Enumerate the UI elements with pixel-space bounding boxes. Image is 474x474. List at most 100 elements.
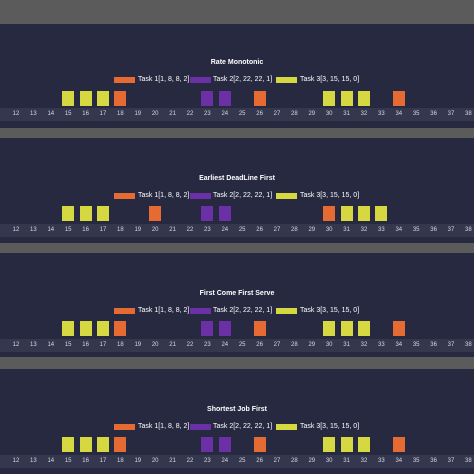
x-tick-label: 17	[99, 458, 107, 464]
x-tick-label: 25	[238, 342, 246, 348]
schedule-bar-task3	[358, 91, 370, 106]
x-tick-label: 29	[308, 111, 316, 117]
x-tick-label: 37	[447, 227, 455, 233]
x-tick-label: 36	[430, 458, 437, 464]
x-tick-label: 31	[343, 227, 350, 233]
legend-swatch-task2	[190, 424, 211, 430]
x-tick-label: 30	[325, 342, 333, 348]
legend-label-task3: Task 3[3, 15, 15, 0]	[300, 307, 360, 314]
schedule-bar-task3	[323, 321, 336, 336]
x-tick-label: 33	[378, 458, 385, 464]
x-tick-label: 21	[169, 342, 176, 348]
x-axis-band	[0, 108, 474, 121]
x-tick-label: 14	[47, 458, 55, 464]
schedule-bar-task1	[114, 91, 127, 106]
x-tick-label: 13	[30, 458, 37, 464]
legend-label-task2: Task 2[2, 22, 22, 1]	[213, 423, 273, 430]
x-tick-label: 12	[12, 458, 20, 464]
legend-swatch-task1	[114, 193, 135, 199]
schedule-bar-task3	[340, 437, 353, 452]
chart-title: Earliest DeadLine First	[199, 175, 275, 182]
legend-label-task1: Task 1[1, 8, 8, 2]	[138, 307, 190, 314]
x-tick-label: 25	[238, 227, 246, 233]
x-tick-label: 15	[64, 227, 72, 233]
x-tick-label: 38	[465, 342, 472, 348]
x-tick-label: 34	[395, 227, 403, 233]
x-tick-label: 23	[204, 227, 211, 233]
x-tick-label: 13	[30, 342, 37, 348]
rate-monotonic-panel: Rate Monotonic Task 1[1, 8, 8, 2] Task 2[…	[0, 24, 474, 128]
chart-title: First Come First Serve	[199, 290, 275, 297]
schedule-bar-task3	[79, 437, 92, 452]
x-tick-label: 21	[169, 227, 176, 233]
schedule-bar-task3	[79, 321, 92, 336]
schedule-bar-task3	[323, 91, 336, 106]
x-tick-label: 30	[325, 227, 333, 233]
schedule-bar-task1	[253, 437, 266, 452]
chart-title: Rate Monotonic	[210, 59, 264, 66]
x-tick-label: 32	[360, 342, 368, 348]
schedule-bar-task3	[358, 437, 370, 452]
x-tick-label: 14	[47, 227, 55, 233]
legend-label-task3: Task 3[3, 15, 15, 0]	[300, 192, 360, 199]
x-tick-label: 22	[186, 111, 194, 117]
legend-swatch-task2	[190, 193, 211, 199]
x-tick-label: 23	[204, 342, 211, 348]
x-tick-label: 13	[30, 227, 37, 233]
x-tick-label: 22	[186, 458, 194, 464]
x-tick-label: 27	[273, 111, 281, 117]
legend-swatch-task3	[276, 77, 297, 83]
x-tick-label: 34	[395, 458, 403, 464]
schedule-bar-task1	[114, 321, 127, 336]
x-tick-label: 38	[465, 111, 472, 117]
schedule-bar-task1	[392, 321, 405, 336]
x-tick-label: 38	[465, 458, 472, 464]
schedule-bar-task3	[323, 437, 336, 452]
legend-swatch-task2	[190, 77, 211, 83]
schedule-bar-task3	[340, 206, 353, 221]
schedule-bar-task1	[149, 206, 162, 221]
x-tick-label: 31	[343, 111, 350, 117]
schedule-bar-task3	[62, 321, 75, 336]
x-tick-label: 14	[47, 342, 55, 348]
schedule-bar-task3	[79, 91, 92, 106]
legend-swatch-task1	[114, 424, 135, 430]
x-tick-label: 35	[412, 458, 420, 464]
x-tick-label: 19	[134, 111, 142, 117]
schedule-bar-task3	[340, 321, 353, 336]
x-tick-label: 35	[412, 227, 420, 233]
schedule-bar-task2	[201, 91, 214, 106]
legend-label-task1: Task 1[1, 8, 8, 2]	[138, 192, 190, 199]
x-tick-label: 14	[47, 111, 55, 117]
legend-swatch-task2	[190, 308, 211, 314]
x-tick-label: 26	[256, 227, 263, 233]
x-tick-label: 21	[169, 458, 176, 464]
schedule-bar-task1	[253, 91, 266, 106]
schedule-bar-task1	[323, 206, 336, 221]
x-tick-label: 19	[134, 342, 142, 348]
schedule-bar-task3	[62, 437, 75, 452]
schedule-bar-task3	[79, 206, 92, 221]
schedule-bar-task2	[201, 206, 214, 221]
schedule-bar-task3	[358, 321, 370, 336]
x-tick-label: 22	[186, 227, 194, 233]
schedule-bar-task2	[218, 206, 231, 221]
legend-label-task3: Task 3[3, 15, 15, 0]	[300, 423, 360, 430]
x-tick-label: 17	[99, 227, 107, 233]
x-tick-label: 32	[360, 458, 368, 464]
schedule-bar-task2	[218, 91, 231, 106]
x-tick-label: 37	[447, 111, 455, 117]
x-tick-label: 25	[238, 111, 246, 117]
x-tick-label: 23	[204, 111, 211, 117]
legend-swatch-task1	[114, 77, 135, 83]
x-tick-label: 17	[99, 111, 107, 117]
x-tick-label: 26	[256, 342, 263, 348]
x-tick-label: 17	[99, 342, 107, 348]
schedule-bar-task3	[62, 206, 75, 221]
x-tick-label: 15	[64, 458, 72, 464]
x-tick-label: 16	[82, 111, 89, 117]
x-tick-label: 20	[151, 111, 159, 117]
schedule-bar-task2	[218, 321, 231, 336]
schedule-bar-task3	[358, 206, 370, 221]
earliest-deadline-first-panel: Earliest DeadLine First Task 1[1, 8, 8, …	[0, 138, 474, 243]
